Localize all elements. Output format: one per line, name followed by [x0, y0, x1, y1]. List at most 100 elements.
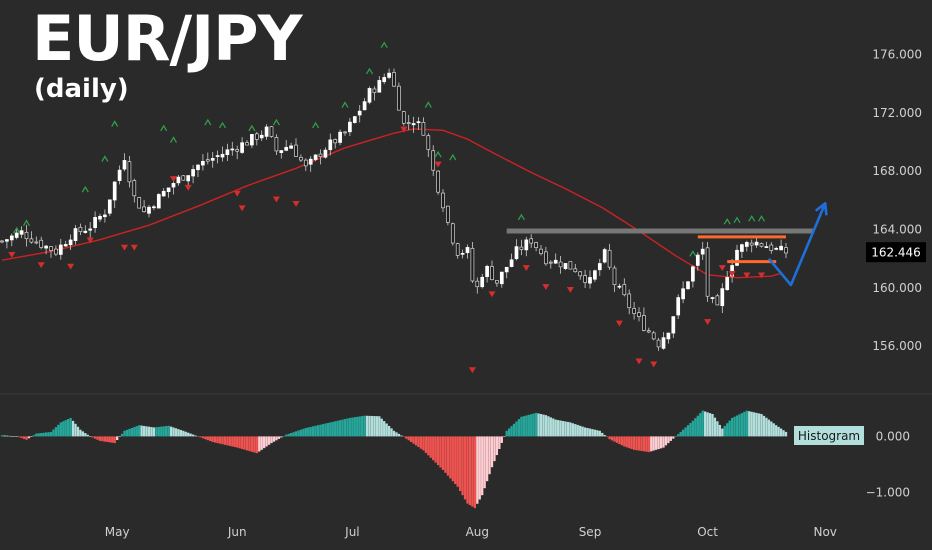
candle-body [240, 142, 244, 153]
histogram-bar [297, 430, 300, 437]
histogram-bar [27, 436, 31, 439]
up-signal-arrow [111, 120, 119, 127]
candle-body [250, 134, 254, 146]
candle-body [769, 244, 774, 251]
histogram-bar [444, 436, 447, 473]
histogram-bar [348, 417, 352, 437]
candle-body [749, 242, 754, 246]
histogram-bar [647, 436, 650, 453]
histogram-bar [42, 432, 45, 437]
histogram-bar [410, 436, 413, 442]
histogram-bar [194, 435, 197, 437]
candle-body [254, 133, 259, 140]
histogram-bar [71, 420, 75, 437]
histogram-bar [527, 414, 530, 437]
histogram-bar [557, 420, 560, 437]
histogram-bar [674, 436, 677, 437]
candle-body [264, 126, 269, 137]
histogram-label-box [794, 426, 864, 445]
up-signal-arrow [22, 219, 31, 227]
histogram-bar [128, 428, 131, 437]
histogram-bar [98, 436, 102, 441]
histogram-bar [512, 423, 516, 437]
candle-body [578, 271, 583, 277]
histogram-bar [336, 420, 339, 437]
down-signal-arrow [728, 270, 736, 277]
histogram-bar [628, 436, 631, 449]
histogram-bar [74, 423, 77, 437]
up-signal-arrow [204, 118, 212, 126]
down-signal-arrow [718, 265, 726, 272]
candle-body [686, 281, 690, 290]
up-signal-arrow [757, 215, 766, 222]
histogram-bar [679, 431, 682, 437]
candle-body [352, 116, 357, 123]
histogram-bar [206, 436, 209, 441]
histogram-bar [272, 436, 276, 442]
histogram-bar [748, 411, 751, 437]
histogram-bar [319, 424, 322, 437]
histogram-bar [508, 428, 511, 437]
candle-body [573, 268, 578, 273]
down-signal-arrow [615, 320, 623, 327]
histogram-bar [765, 417, 768, 437]
histogram-bar [373, 416, 376, 437]
histogram-bar [407, 436, 410, 441]
candle-body [201, 161, 205, 166]
projection-path [767, 202, 827, 287]
candle-body [348, 121, 352, 133]
down-signal-arrow [67, 263, 75, 270]
candle-body [622, 284, 627, 296]
histogram-bar [383, 421, 386, 437]
down-signal-arrow [488, 291, 496, 298]
histogram-bar [530, 414, 533, 437]
histogram-bar [576, 424, 579, 437]
histogram-bar [579, 425, 582, 437]
down-signal-arrow [468, 367, 476, 374]
histogram-bar [581, 426, 584, 437]
histogram-bar [730, 417, 734, 437]
histogram-bar [20, 436, 23, 439]
price-tick-label: 160.000 [872, 281, 922, 295]
candle-body [514, 246, 519, 260]
candle-body [49, 246, 53, 251]
histogram-bar [240, 436, 244, 449]
moving-average-layer [1, 128, 782, 279]
candle-body [313, 154, 318, 160]
candle-body [9, 235, 14, 241]
candle-body [107, 199, 112, 214]
candle-body [534, 242, 538, 248]
histogram-bar [468, 436, 472, 506]
histogram-bar [412, 436, 415, 444]
histogram-bar [672, 436, 675, 439]
chart-subtitle: (daily) [34, 74, 129, 104]
histogram-bar [64, 420, 67, 437]
histogram-bar [140, 425, 143, 437]
histogram-label: Histogram [798, 429, 860, 443]
candles-layer [0, 68, 788, 351]
histogram-bar [471, 436, 474, 507]
histogram-bar [574, 424, 577, 437]
histogram-bar [236, 436, 239, 448]
histogram-bar [434, 436, 437, 463]
histogram-bar [67, 419, 70, 437]
histogram-bar [549, 417, 552, 437]
candle-body [495, 280, 499, 284]
down-signal-arrow [169, 176, 178, 183]
candle-body [588, 277, 592, 284]
histogram-bar [655, 436, 658, 450]
histogram-bar [334, 421, 337, 437]
up-signal-arrow [81, 185, 89, 193]
histogram-bar [250, 436, 254, 452]
candle-body [103, 214, 107, 218]
up-signal-arrow [160, 124, 168, 132]
candle-body [681, 288, 685, 300]
histogram-bar [160, 426, 163, 437]
candle-body [651, 332, 656, 340]
candle-body [88, 228, 93, 231]
histogram-bar [561, 421, 565, 437]
histogram-bar [231, 436, 234, 447]
candle-body [656, 339, 661, 348]
up-signal-arrow [218, 121, 227, 129]
histogram-bar [3, 435, 6, 437]
